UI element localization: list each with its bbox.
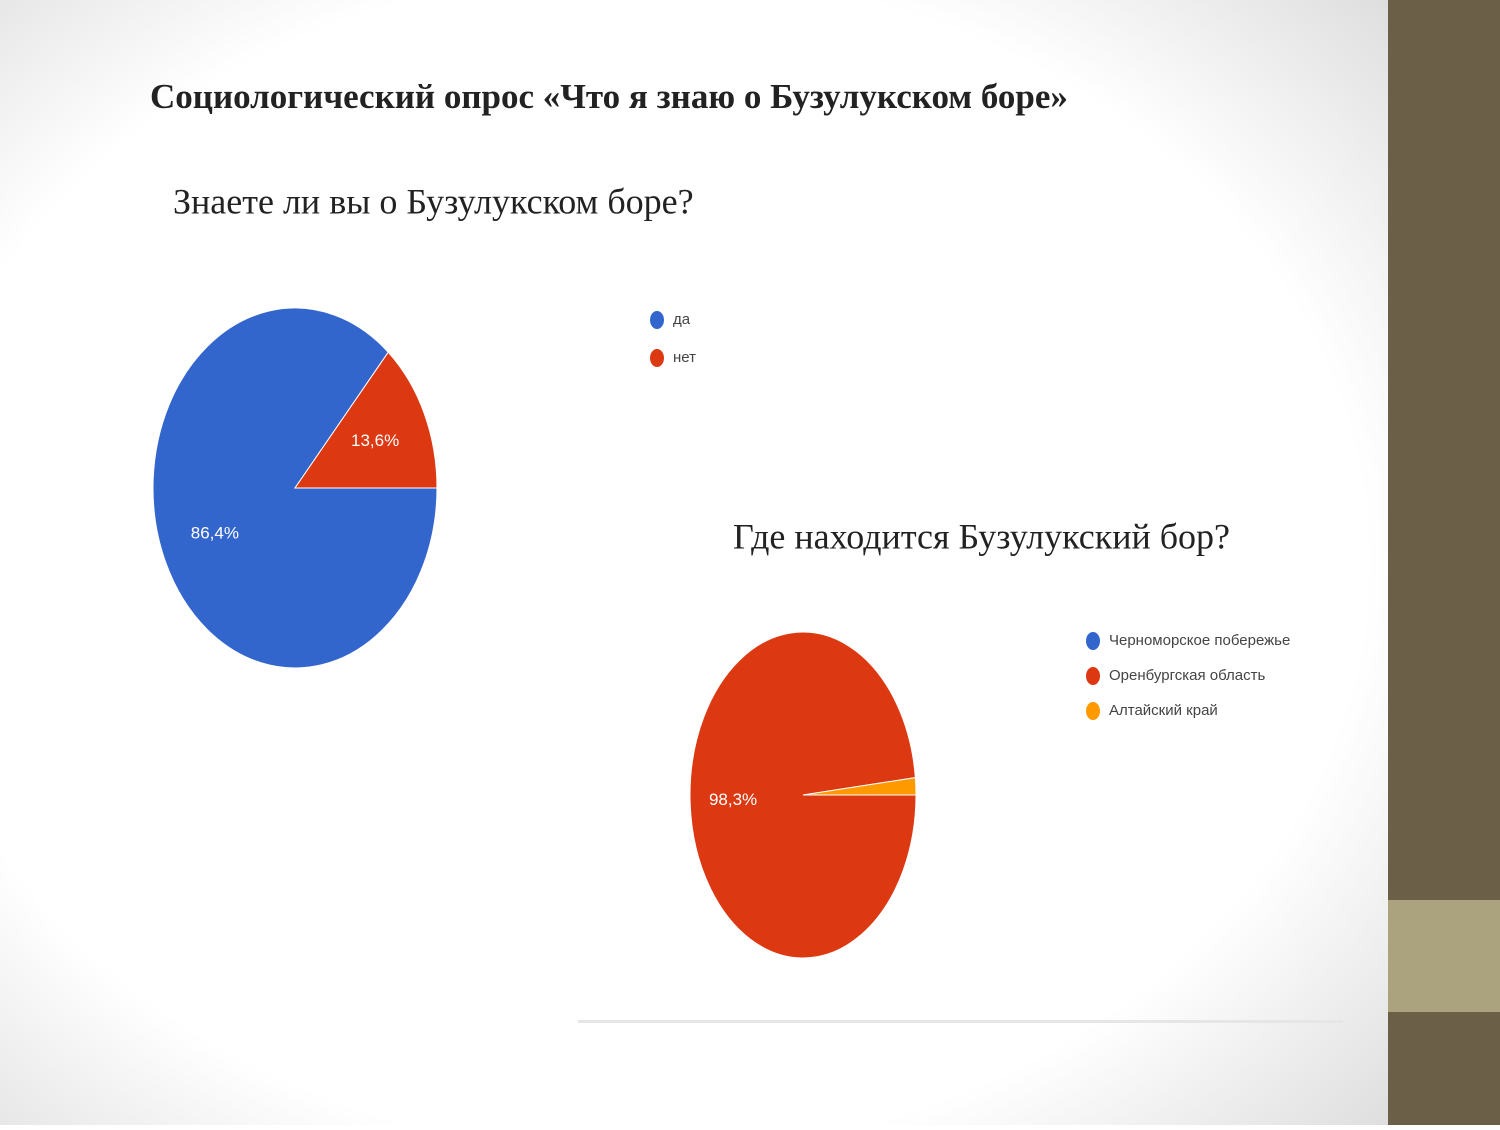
chart-title: Знаете ли вы о Бузулукском боре? xyxy=(173,181,694,221)
legend-marker xyxy=(1086,632,1100,650)
slice-label: 98,3% xyxy=(709,790,757,809)
slide-title: Социологический опрос «Что я знаю о Бузу… xyxy=(150,77,1068,116)
legend-marker xyxy=(1086,702,1100,720)
legend-label: Алтайский край xyxy=(1109,702,1218,719)
legend-marker xyxy=(650,311,664,329)
pie-slice xyxy=(802,777,917,796)
chart-frame-line xyxy=(578,1020,1343,1023)
pie-slice xyxy=(294,351,438,489)
slice-label: 13,6% xyxy=(351,431,399,450)
chart-title: Где находится Бузулукский бор? xyxy=(733,516,1230,556)
legend-label: Черноморское побережье xyxy=(1109,632,1290,649)
legend-label: да xyxy=(673,311,691,328)
slice-label: 86,4% xyxy=(191,524,239,543)
legend-marker xyxy=(1086,667,1100,685)
legend-label: нет xyxy=(673,349,696,366)
side-accent xyxy=(1388,900,1500,1012)
legend-marker xyxy=(650,349,664,367)
legend-label: Оренбургская область xyxy=(1109,667,1265,684)
